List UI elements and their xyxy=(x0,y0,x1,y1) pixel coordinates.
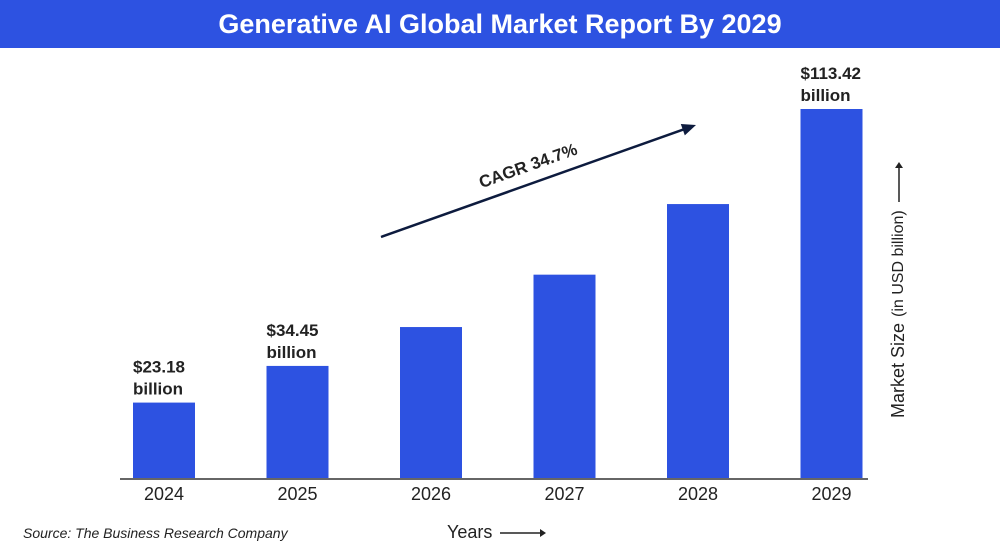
x-axis-label-text: Years xyxy=(447,522,493,542)
right-arrow-icon xyxy=(500,522,547,543)
bar-2028 xyxy=(667,204,729,478)
data-label-value: $23.18 xyxy=(133,358,185,377)
data-label-value: $113.42 xyxy=(801,64,862,83)
bar-2027 xyxy=(533,274,596,478)
y-axis-label: Market Size (in USD billion) xyxy=(888,162,909,418)
data-label-unit: billion xyxy=(801,86,851,105)
x-tick-label: 2025 xyxy=(277,484,317,504)
bar-2024 xyxy=(133,402,195,478)
chart-title: Generative AI Global Market Report By 20… xyxy=(0,0,1000,48)
y-axis-label-text: Market Size xyxy=(888,322,908,418)
x-tick-label: 2029 xyxy=(811,484,851,504)
bar-2029 xyxy=(800,109,863,478)
x-tick-label: 2026 xyxy=(411,484,451,504)
cagr-arrowhead-icon xyxy=(680,124,696,136)
x-tick-label: 2024 xyxy=(144,484,184,504)
x-tick-label: 2027 xyxy=(544,484,584,504)
cagr-trend-line xyxy=(380,126,689,239)
data-label-unit: billion xyxy=(267,343,317,362)
x-axis-label: Years xyxy=(447,522,547,543)
y-axis-unit: (in USD billion) xyxy=(889,210,907,317)
source-note: Source: The Business Research Company xyxy=(23,525,288,541)
bar-2025 xyxy=(266,365,329,478)
data-label-unit: billion xyxy=(133,380,183,399)
up-arrow-icon xyxy=(888,162,909,203)
x-tick-label: 2028 xyxy=(678,484,718,504)
bar-2026 xyxy=(400,327,462,478)
data-label-value: $34.45 xyxy=(267,321,319,340)
